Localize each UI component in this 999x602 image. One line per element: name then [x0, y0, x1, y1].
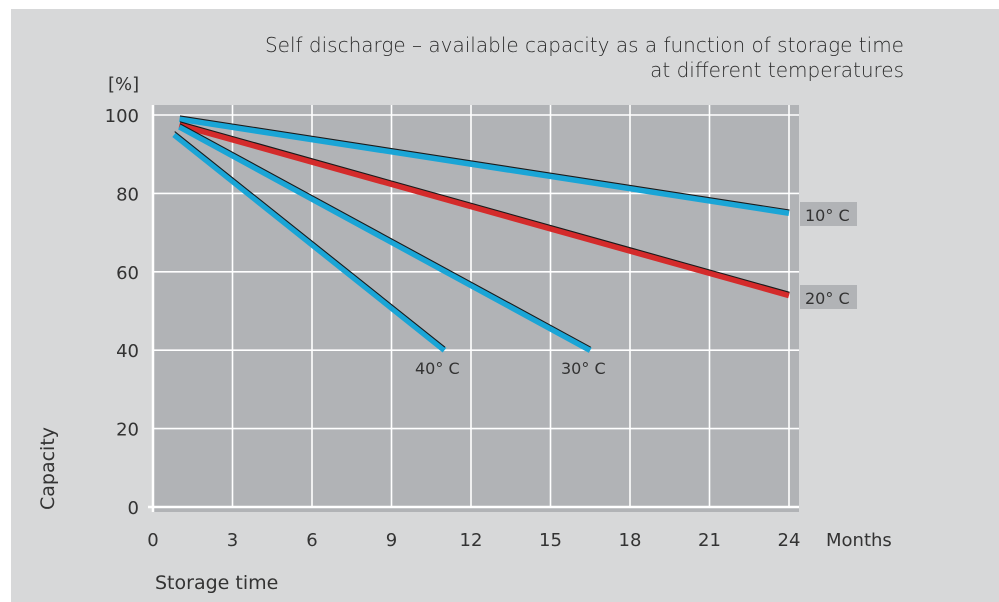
x-tick-label: 21 — [698, 530, 721, 551]
series-line — [179, 115, 790, 216]
y-tick-label: 0 — [128, 498, 139, 519]
series-label-box — [800, 285, 857, 309]
y-tick-label: 20 — [116, 420, 139, 441]
series-line — [178, 121, 790, 299]
grid — [153, 105, 799, 507]
series-label: 40° C — [415, 359, 460, 378]
series-label: 30° C — [561, 359, 606, 378]
x-axis-label: Storage time — [155, 572, 278, 594]
series-line-edge — [179, 115, 790, 211]
x-tick-label: 9 — [386, 530, 397, 551]
x-tick-label: 0 — [147, 530, 158, 551]
axes — [148, 105, 799, 512]
series-line-edge — [179, 121, 790, 293]
series-label-box — [556, 355, 613, 379]
x-tick-label: 15 — [539, 530, 562, 551]
y-tick-label: 60 — [116, 263, 139, 284]
series — [172, 115, 790, 353]
y-unit-label: [%] — [108, 74, 139, 95]
x-tick-label: 6 — [306, 530, 317, 551]
series-line-edge — [179, 123, 592, 348]
x-tick-label: 12 — [460, 530, 483, 551]
series-label-box — [800, 202, 857, 226]
chart-title-line-2: at different temperatures — [650, 58, 904, 82]
series-line — [172, 132, 447, 353]
tick-labels: 0 20 40 60 80 100 0 3 6 9 12 15 18 21 24 — [105, 106, 801, 551]
y-tick-label: 100 — [105, 106, 139, 127]
x-unit-label: Months — [826, 530, 892, 551]
series-label: 10° C — [805, 206, 850, 225]
y-axis-label: Capacity — [37, 427, 59, 510]
series-label: 20° C — [805, 289, 850, 308]
series-label-box — [410, 355, 467, 379]
chart-title-line-1: Self discharge – available capacity as a… — [264, 33, 904, 57]
y-tick-label: 40 — [116, 341, 139, 362]
x-tick-label: 3 — [227, 530, 238, 551]
x-tick-label: 18 — [619, 530, 642, 551]
labels: 10° C 20° C 30° C 40° C — [410, 202, 857, 379]
x-tick-label: 24 — [778, 530, 801, 551]
series-line-edge — [174, 131, 446, 348]
y-tick-label: 80 — [116, 184, 139, 205]
series-line — [178, 124, 592, 353]
